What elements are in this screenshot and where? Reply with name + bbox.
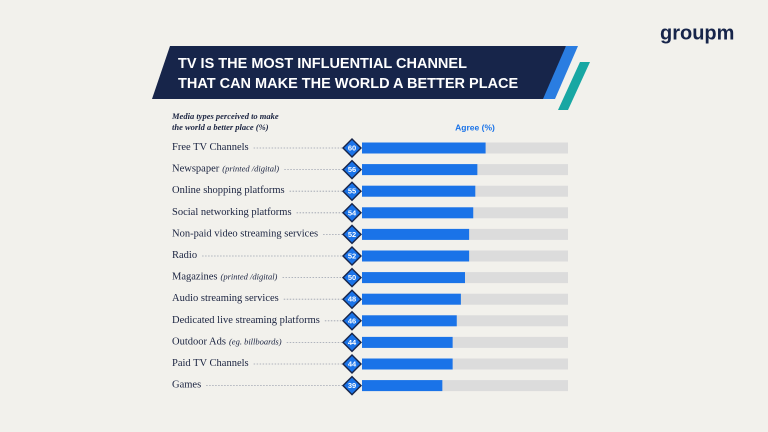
- category-name: Dedicated live streaming platforms: [172, 315, 320, 326]
- bar-track: [362, 315, 568, 327]
- category-label: Outdoor Ads (eg. billboards): [172, 336, 282, 347]
- category-name: Social networking platforms: [172, 207, 292, 218]
- category-label: Online shopping platforms: [172, 186, 285, 197]
- value-badge-inner: [344, 291, 360, 308]
- value-badge-inner: [344, 140, 360, 156]
- value-label: 60: [348, 143, 356, 152]
- bar: [362, 380, 443, 392]
- value-badge-inner: [344, 334, 360, 351]
- bar: [362, 293, 461, 305]
- value-label: 46: [348, 316, 356, 325]
- category-note: (eg. billboards): [229, 336, 282, 346]
- bar: [362, 142, 486, 154]
- value-label: 52: [348, 230, 356, 239]
- category-name: Outdoor Ads: [172, 337, 226, 348]
- bar: [362, 336, 453, 348]
- category-name: Magazines: [172, 272, 217, 283]
- chart-title: THAT CAN MAKE THE WORLD A BETTER PLACE: [178, 76, 519, 92]
- value-badge-inner: [344, 183, 360, 200]
- category-name: Audio streaming services: [172, 294, 279, 305]
- value-label: 39: [348, 381, 356, 390]
- value-badge-inner: [344, 204, 360, 221]
- category-name: Paid TV Channels: [172, 358, 249, 369]
- value-badge-inner: [344, 161, 360, 178]
- value-label: 54: [348, 208, 357, 217]
- category-label: Magazines (printed /digital): [172, 272, 278, 283]
- bar: [362, 207, 474, 219]
- bar: [362, 185, 476, 197]
- value-badge-inner: [344, 269, 360, 286]
- value-label: 44: [348, 338, 357, 347]
- category-label: Paid TV Channels: [172, 358, 249, 369]
- bar: [362, 250, 470, 262]
- value-badge-inner: [344, 356, 360, 372]
- bar: [362, 228, 470, 240]
- chart-title: TV IS THE MOST INFLUENTIAL CHANNEL: [178, 56, 467, 72]
- value-badge-inner: [344, 377, 360, 394]
- category-label: Dedicated live streaming platforms: [172, 315, 320, 326]
- bar: [362, 315, 457, 327]
- value-badge-inner: [344, 248, 360, 264]
- category-name: Online shopping platforms: [172, 186, 285, 197]
- bar: [362, 358, 453, 370]
- category-label: Audio streaming services: [172, 294, 279, 305]
- value-label: 44: [348, 359, 357, 368]
- value-label: 48: [348, 295, 356, 304]
- legend-label: Agree (%): [455, 122, 495, 132]
- category-label: Games: [172, 380, 201, 391]
- bar-track: [362, 380, 568, 392]
- category-name: Non-paid video streaming services: [172, 229, 318, 240]
- stripe: [543, 46, 578, 99]
- category-label: Social networking platforms: [172, 207, 292, 218]
- category-label: Non-paid video streaming services: [172, 229, 318, 240]
- category-name: Free TV Channels: [172, 142, 249, 153]
- category-label: Radio: [172, 250, 197, 261]
- stripe: [558, 62, 590, 110]
- bar: [362, 272, 465, 284]
- value-label: 55: [348, 187, 356, 196]
- subtitle: Media types perceived to make: [171, 111, 279, 121]
- bar-track: [362, 358, 568, 370]
- category-label: Free TV Channels: [172, 142, 249, 153]
- bar-track: [362, 336, 568, 348]
- value-badge-inner: [344, 312, 360, 329]
- title-banner: [152, 46, 566, 99]
- value-label: 56: [348, 165, 356, 174]
- logo: groupm: [660, 22, 734, 44]
- category-name: Newspaper: [172, 164, 220, 175]
- category-name: Games: [172, 380, 201, 391]
- category-note: (printed /digital): [222, 164, 279, 174]
- subtitle: the world a better place (%): [172, 122, 269, 132]
- bar: [362, 164, 478, 176]
- value-label: 52: [348, 251, 356, 260]
- category-label: Newspaper (printed /digital): [172, 164, 279, 175]
- value-label: 50: [348, 273, 356, 282]
- bar-track: [362, 293, 568, 305]
- category-name: Radio: [172, 250, 197, 261]
- value-badge-inner: [344, 226, 360, 243]
- category-note: (printed /digital): [220, 272, 277, 282]
